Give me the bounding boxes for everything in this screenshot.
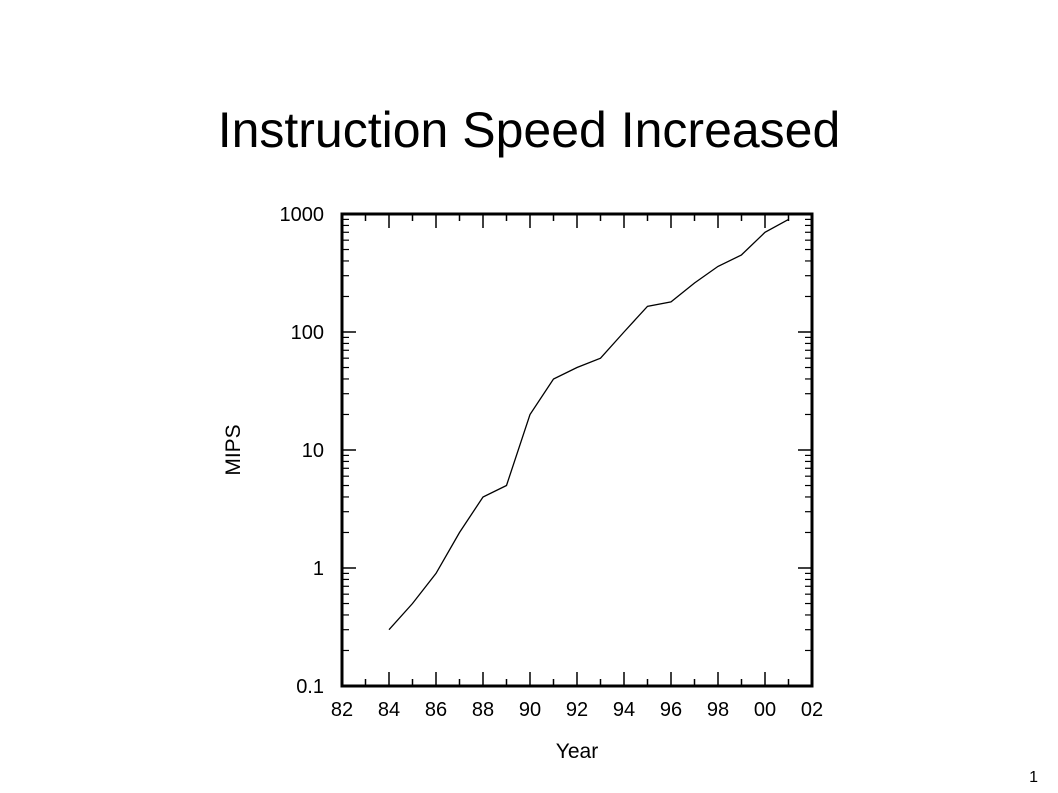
y-tick-label: 1 bbox=[313, 558, 324, 580]
x-tick-label: 94 bbox=[613, 699, 635, 721]
y-tick-labels: 1000 100 10 1 0.1 bbox=[280, 204, 325, 698]
x-tick-labels: 82 84 86 88 90 92 94 96 98 00 02 bbox=[331, 699, 823, 721]
x-tick-label: 84 bbox=[378, 699, 400, 721]
slide-title: Instruction Speed Increased bbox=[217, 102, 841, 158]
y-tick-label: 100 bbox=[291, 322, 324, 344]
x-tick-label: 88 bbox=[472, 699, 494, 721]
x-tick-label: 98 bbox=[707, 699, 729, 721]
y-axis-label: MIPS bbox=[222, 424, 245, 475]
x-tick-label: 82 bbox=[331, 699, 353, 721]
y-tick-label: 10 bbox=[302, 440, 324, 462]
page-number: 1 bbox=[1029, 769, 1038, 786]
x-tick-label: 92 bbox=[566, 699, 588, 721]
x-tick-label: 90 bbox=[519, 699, 541, 721]
x-tick-label: 96 bbox=[660, 699, 682, 721]
series-line bbox=[388, 218, 789, 631]
x-axis-label: Year bbox=[556, 740, 598, 763]
y-tick-label: 0.1 bbox=[296, 676, 324, 698]
y-tick-label: 1000 bbox=[280, 204, 325, 226]
x-tick-label: 00 bbox=[754, 699, 776, 721]
x-tick-label: 02 bbox=[801, 699, 823, 721]
x-tick-label: 86 bbox=[425, 699, 447, 721]
plot-frame bbox=[340, 212, 814, 688]
axis-ticks bbox=[341, 213, 813, 687]
